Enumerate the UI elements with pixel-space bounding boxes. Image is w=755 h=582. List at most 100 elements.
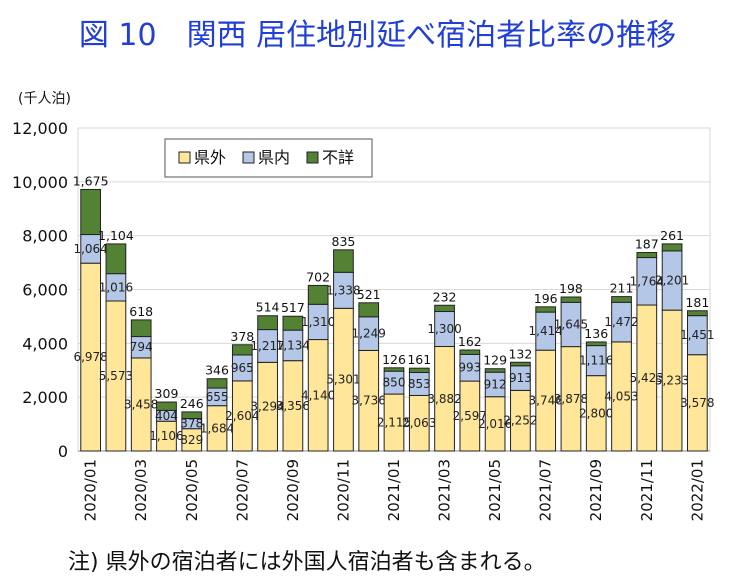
data-label: 378 [230, 329, 254, 344]
legend-swatch [178, 151, 191, 164]
x-tick-label: 2020/11 [334, 459, 352, 521]
bar-segment [130, 319, 152, 338]
x-tick-label: 2022/01 [688, 459, 706, 521]
data-label: 2,604 [225, 409, 259, 423]
x-tick-label: 2020/01 [82, 459, 100, 521]
data-label: 3,294 [250, 400, 284, 414]
data-label: 2,016 [478, 417, 512, 431]
data-label: 1,414 [529, 324, 563, 338]
data-label: 4,140 [301, 388, 335, 402]
data-label: 1,764 [630, 274, 664, 288]
data-label: 514 [256, 300, 280, 315]
data-label: 517 [281, 300, 305, 315]
bar-segment [611, 296, 632, 303]
data-label: 655 [206, 390, 229, 404]
data-label: 161 [407, 352, 431, 367]
data-label: 246 [180, 396, 204, 411]
x-tick-label: 2021/01 [385, 459, 403, 521]
data-label: 132 [508, 346, 532, 361]
data-label: 2,597 [453, 409, 487, 423]
data-label: 2,201 [655, 274, 689, 288]
data-label: 3,878 [554, 392, 588, 406]
data-label: 965 [231, 361, 254, 375]
bar-segment [231, 344, 253, 356]
data-label: 4,053 [604, 389, 638, 403]
bar-segment [408, 367, 430, 374]
data-label: 2,252 [503, 414, 537, 428]
x-tick-label: 2021/11 [638, 459, 656, 521]
data-label: 3,578 [680, 396, 714, 410]
data-label: 187 [635, 237, 659, 252]
data-label: 6,978 [73, 350, 107, 364]
y-tick-label: 4,000 [22, 334, 68, 353]
data-label: 913 [509, 371, 532, 385]
data-label: 162 [458, 334, 482, 349]
bar-segment [333, 249, 354, 273]
data-label: 5,423 [630, 371, 664, 385]
footnote: 注) 県外の宿泊者には外国人宿泊者も含まれる。 [68, 550, 546, 575]
data-label: 2,800 [579, 406, 613, 420]
data-label: 136 [584, 326, 608, 341]
data-label: 1,300 [427, 322, 461, 336]
data-label: 1,106 [149, 429, 183, 443]
data-label: 1,338 [326, 283, 360, 297]
data-label: 3,458 [124, 397, 158, 411]
data-label: 126 [382, 352, 406, 367]
x-tick-label: 2021/05 [486, 459, 504, 521]
data-label: 702 [306, 269, 330, 284]
data-label: 1,217 [250, 339, 284, 353]
bar-segment [307, 284, 329, 305]
data-label: 404 [155, 409, 178, 423]
data-label: 1,472 [604, 315, 638, 329]
data-label: 181 [685, 295, 709, 310]
data-label: 850 [383, 376, 406, 390]
data-label: 1,064 [73, 242, 107, 256]
bar-segment [181, 411, 203, 420]
data-label: 2,115 [377, 416, 411, 430]
bar-segment [282, 315, 304, 331]
data-label: 3,746 [529, 394, 563, 408]
data-label: 232 [433, 289, 457, 304]
data-label: 993 [458, 361, 481, 375]
data-label: 794 [130, 340, 153, 354]
bar-segment [661, 243, 683, 252]
data-label: 1,134 [276, 338, 310, 352]
bar-segment [257, 315, 278, 331]
bar-segment [459, 349, 481, 355]
bar-segment [105, 243, 127, 275]
bar-segment [535, 306, 557, 313]
data-label: 1,310 [301, 315, 335, 329]
y-axis-unit-label: (千人泊) [18, 91, 71, 107]
data-label: 5,573 [99, 369, 133, 383]
data-label: 3,736 [352, 394, 386, 408]
y-tick-label: 6,000 [22, 281, 68, 300]
bar-segment [636, 252, 658, 259]
x-tick-label: 2020/03 [132, 459, 150, 521]
x-tick-label: 2020/09 [284, 459, 302, 521]
data-label: 1,249 [352, 327, 386, 341]
data-label: 521 [357, 287, 381, 302]
data-label: 5,301 [326, 373, 360, 387]
data-label: 912 [484, 377, 507, 391]
data-label: 129 [483, 353, 507, 368]
legend [164, 138, 373, 178]
y-tick-label: 8,000 [22, 227, 68, 246]
data-label: 3,882 [427, 392, 461, 406]
data-label: 618 [129, 304, 153, 319]
bar-segment [434, 304, 455, 313]
legend-swatch [306, 151, 319, 164]
page-title: 図 10 関西 居住地別延べ宿泊者比率の推移 [78, 18, 677, 53]
data-label: 3,356 [276, 399, 310, 413]
data-label: 1,451 [680, 328, 714, 342]
data-label: 346 [205, 363, 229, 378]
data-label: 1,116 [579, 354, 613, 368]
x-tick-label: 2020/05 [183, 459, 201, 521]
data-label: 829 [180, 433, 203, 447]
data-label: 1,104 [98, 228, 134, 243]
bar-segment [156, 401, 177, 411]
data-label: 1,016 [99, 280, 133, 294]
bar-segment [687, 310, 708, 317]
y-tick-label: 2,000 [22, 388, 68, 407]
bar-segment [206, 378, 228, 389]
bar-segment [484, 368, 506, 373]
